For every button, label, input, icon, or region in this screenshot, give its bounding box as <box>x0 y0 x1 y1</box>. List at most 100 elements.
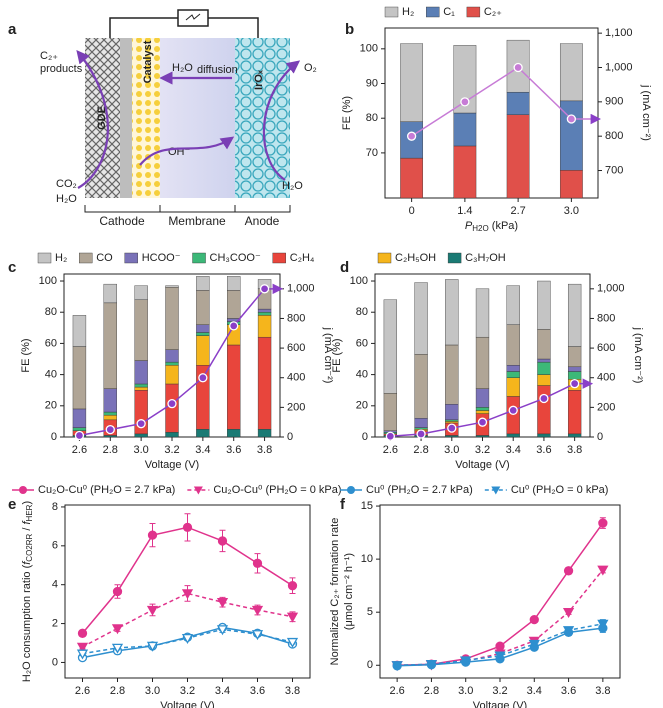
bar-segment <box>72 408 87 428</box>
section-brackets <box>84 205 291 213</box>
x-tick-label: 3.4 <box>195 444 210 456</box>
x-tick-label: 3.8 <box>285 685 300 697</box>
marker <box>76 642 89 653</box>
bar-segment <box>257 336 272 430</box>
marker <box>508 405 518 415</box>
label-part: CO2RR <box>25 533 34 561</box>
bar-segment <box>227 290 241 319</box>
product-label: products <box>40 63 83 75</box>
y2-tick-label: 1,000 <box>597 283 625 295</box>
bar-segment <box>400 157 424 199</box>
bar-segment <box>165 287 179 350</box>
x-tick-label: 3.0 <box>564 205 579 217</box>
label-part: f <box>21 561 33 565</box>
flow-arrows <box>76 49 301 189</box>
legend-label: Cu₂O-Cu⁰ (PH₂O = 2.7 kPa) <box>38 484 175 496</box>
y-axis-label: H₂O consumption ratio (fCO2RR / fHER) <box>21 501 34 682</box>
bar-segment <box>537 280 551 330</box>
y-tick-label: 20 <box>356 400 368 412</box>
legend-marker <box>491 486 501 495</box>
marker <box>598 518 608 528</box>
legend-swatch <box>192 252 206 264</box>
bar-segment <box>400 43 424 122</box>
h2o-label: H₂O <box>172 62 193 74</box>
bar-segment <box>506 396 520 435</box>
bar-segment <box>257 429 272 438</box>
y2-tick-label: 200 <box>597 401 615 413</box>
y-axis-label: (μmol cm⁻² h⁻¹) <box>343 553 355 630</box>
bar-segment <box>445 404 459 421</box>
bar-segment <box>506 433 520 438</box>
bar-segment <box>383 299 398 394</box>
bar-segment <box>103 283 117 304</box>
bar-segment <box>134 285 148 300</box>
series-line <box>411 66 572 137</box>
h2o-label: H₂O <box>282 180 303 192</box>
x-axis-label: PH2O (kPa) <box>465 220 518 233</box>
bar-segment <box>567 283 582 347</box>
marker <box>460 97 470 107</box>
legend-swatch <box>124 252 138 264</box>
legend-label: C₃H₇OH <box>465 252 506 264</box>
legend-swatch <box>79 252 93 264</box>
y2-tick-label: 800 <box>605 130 623 142</box>
bar-segment <box>383 393 398 431</box>
legend-label: Cu⁰ (PH₂O = 2.7 kPa) <box>366 484 473 496</box>
bar-segment <box>165 285 179 288</box>
legend-swatch <box>447 252 462 264</box>
bar-segment <box>227 276 241 291</box>
x-tick-label: 3.0 <box>444 444 459 456</box>
y2-axis-label: j (mA cm⁻²) <box>322 327 334 384</box>
marker <box>74 430 85 441</box>
bar-segment <box>453 45 477 114</box>
bar-segment <box>414 282 428 355</box>
panel-label: a <box>8 21 17 38</box>
marker <box>494 651 506 662</box>
x-tick-label: 0 <box>409 205 415 217</box>
section-label: Cathode <box>99 214 145 228</box>
y-tick-label: 80 <box>356 306 368 318</box>
catalyst-layer <box>132 38 160 198</box>
x-tick-label: 3.4 <box>527 685 542 697</box>
y-axis-label: FE (%) <box>20 338 32 372</box>
bar-segment <box>414 427 428 430</box>
bar-segment <box>103 411 117 416</box>
marker <box>569 379 580 389</box>
y-tick-label: 40 <box>356 369 368 381</box>
y-tick-label: 8 <box>52 501 58 513</box>
x-tick-label: 3.6 <box>536 444 551 456</box>
plot-frame <box>384 27 599 199</box>
y2-tick-label: 400 <box>287 372 305 384</box>
bar-segment <box>475 435 490 438</box>
marker <box>597 565 609 576</box>
x-axis-label: Voltage (V) <box>145 459 199 471</box>
y-tick-label: 2 <box>52 617 58 629</box>
y2-tick-label: 600 <box>597 342 615 354</box>
legend-label: Cu₂O-Cu⁰ (PH₂O = 0 kPa) <box>213 484 341 496</box>
marker <box>562 608 575 619</box>
o2-label: O₂ <box>304 62 317 74</box>
legend-label: Cu⁰ (PH₂O = 0 kPa) <box>511 484 609 496</box>
legend-label: HCOO⁻ <box>142 252 181 264</box>
x-tick-label: 3.4 <box>215 685 230 697</box>
y-tick-label: 20 <box>45 400 57 412</box>
y2-tick-label: 800 <box>287 312 305 324</box>
x-tick-label: 3.6 <box>226 444 241 456</box>
bar-segment <box>537 374 551 386</box>
x-tick-label: 3.2 <box>180 685 195 697</box>
bar-segment <box>506 285 520 325</box>
legend-label: C₁ <box>443 6 455 18</box>
legend-label: C₂H₅OH <box>395 252 436 264</box>
bar-segment <box>103 388 117 413</box>
y-tick-label: 15 <box>361 500 373 512</box>
marker <box>563 566 574 576</box>
bar-segment <box>453 112 477 147</box>
bar-segment <box>506 365 520 372</box>
marker <box>111 624 124 635</box>
y-tick-label: 6 <box>52 540 58 552</box>
marker <box>539 393 549 404</box>
label-part: / <box>21 525 33 534</box>
label-part: HER <box>25 504 34 521</box>
bar-segment <box>103 414 117 421</box>
label-part: f <box>21 521 33 525</box>
